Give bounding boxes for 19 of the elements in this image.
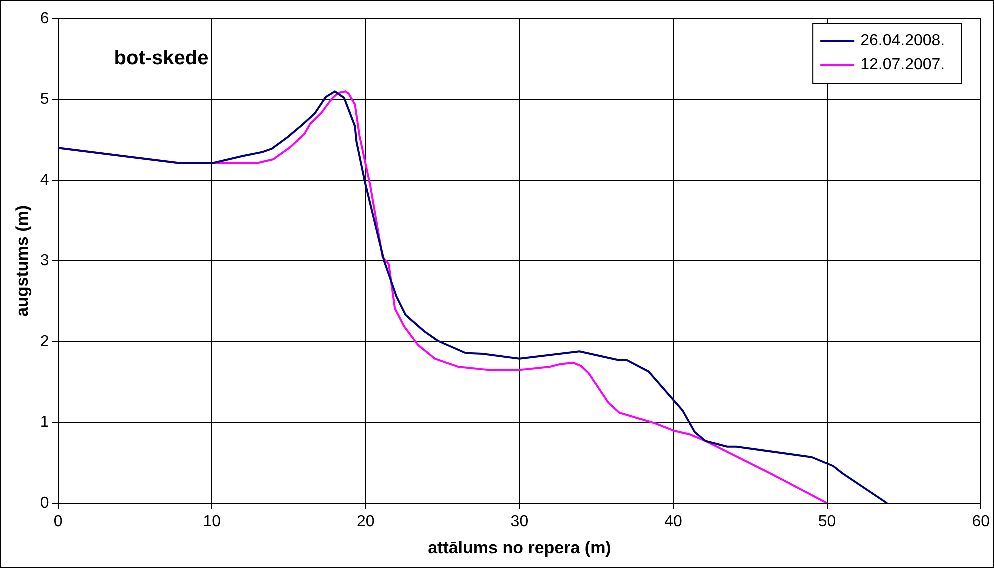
- x-tick-label: 0: [54, 513, 63, 530]
- y-tick-label: 5: [40, 91, 50, 108]
- x-tick-label: 30: [510, 513, 529, 530]
- text: bot-skede: [114, 48, 209, 70]
- y-tick-label: 0: [40, 494, 50, 512]
- y-tick-label: 2: [40, 333, 50, 350]
- y-tick-label: 3: [40, 252, 50, 270]
- legend-label: 26.04.2008.: [860, 32, 946, 50]
- y-tick-label: 1: [40, 414, 50, 432]
- x-tick-label: 50: [818, 513, 836, 530]
- x-tick-label: 20: [357, 513, 375, 530]
- x-tick-label: 60: [972, 513, 990, 530]
- x-axis-title: attālums no repera (m): [428, 538, 612, 558]
- y-axis-title: augstums (m): [12, 205, 32, 317]
- y-tick-label: 4: [40, 172, 50, 189]
- y-tick-label: 6: [40, 10, 50, 28]
- legend-label: 12.07.2007.: [860, 56, 946, 74]
- x-tick-label: 40: [664, 513, 682, 530]
- x-tick-label: 10: [203, 513, 222, 530]
